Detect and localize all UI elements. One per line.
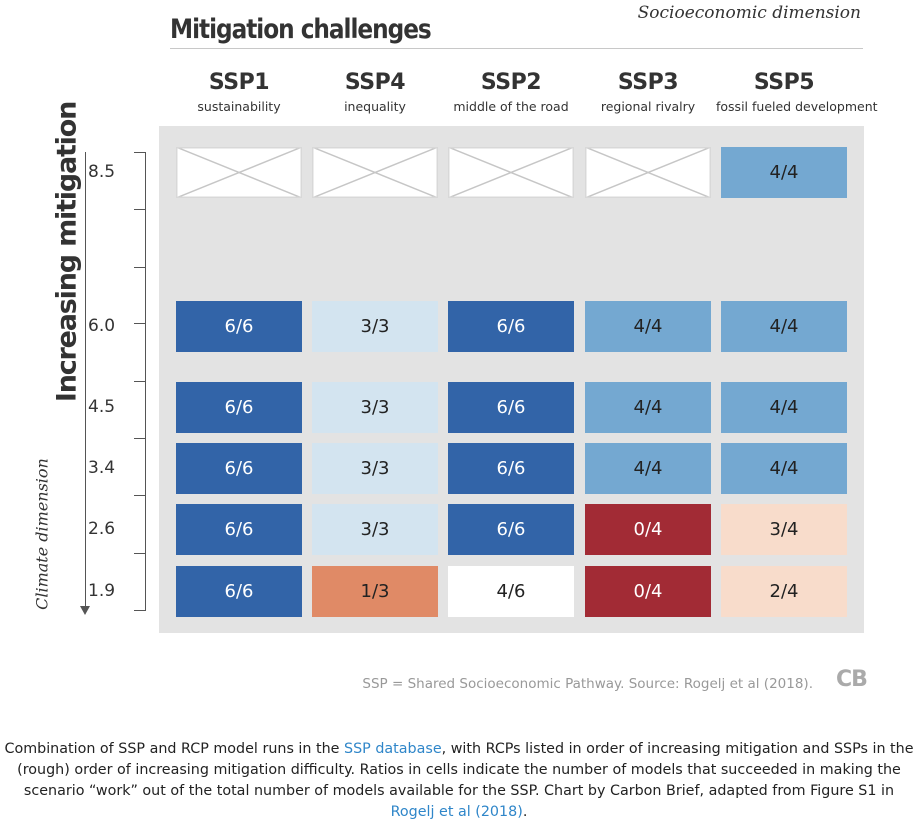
data-cell: 4/4 — [585, 443, 711, 494]
data-cell: 4/4 — [721, 443, 847, 494]
column-header-ssp1: SSP1 sustainability — [171, 70, 307, 116]
chart-title: Mitigation challenges — [170, 14, 432, 45]
grid-panel — [159, 126, 864, 633]
rcp-label: 2.6 — [88, 518, 116, 539]
data-cell: 6/6 — [176, 301, 302, 352]
column-header-ssp5: SSP5 fossil fueled development — [716, 70, 878, 116]
data-cell: 1/3 — [312, 566, 438, 617]
source-note: SSP = Shared Socioeconomic Pathway. Sour… — [362, 676, 813, 692]
no-data-cell — [585, 147, 711, 198]
column-ssp-label: SSP4 — [344, 70, 406, 95]
data-cell: 3/3 — [312, 301, 438, 352]
data-cell: 6/6 — [176, 443, 302, 494]
column-subtitle: middle of the road — [453, 99, 569, 114]
data-cell: 3/3 — [312, 443, 438, 494]
column-header-ssp4: SSP4 inequality — [307, 70, 443, 116]
data-cell: 6/6 — [176, 382, 302, 433]
ssp-database-link[interactable]: SSP database — [344, 741, 442, 757]
axis-tick — [134, 610, 146, 611]
data-cell: 4/4 — [585, 301, 711, 352]
column-ssp-label: SSP5 — [753, 70, 815, 95]
data-cell: 6/6 — [176, 566, 302, 617]
axis-tick — [134, 553, 146, 554]
axis-tick — [134, 495, 146, 496]
data-cell: 0/4 — [585, 566, 711, 617]
no-data-cell — [176, 147, 302, 198]
caption-text-1: Combination of SSP and RCP model runs in… — [4, 741, 345, 757]
increasing-mitigation-label: Increasing mitigation — [51, 101, 83, 403]
column-header-ssp2: SSP2 middle of the road — [443, 70, 579, 116]
axis-tick — [134, 323, 146, 324]
socioeconomic-dimension-label: Socioeconomic dimension — [637, 3, 861, 23]
data-cell: 6/6 — [176, 504, 302, 555]
column-subtitle: inequality — [344, 99, 406, 114]
caption-text-2: , with RCPs listed in order of increasin… — [17, 741, 914, 799]
data-cell: 4/4 — [585, 382, 711, 433]
data-cell: 4/4 — [721, 301, 847, 352]
data-cell: 6/6 — [448, 382, 574, 433]
data-cell: 4/4 — [721, 382, 847, 433]
rcp-label: 8.5 — [88, 161, 116, 182]
no-data-cell — [312, 147, 438, 198]
axis-tick — [134, 381, 146, 382]
data-cell: 6/6 — [448, 301, 574, 352]
column-subtitle: regional rivalry — [600, 99, 696, 114]
data-cell: 4/4 — [721, 147, 847, 198]
data-cell: 4/6 — [448, 566, 574, 617]
axis-tick — [134, 438, 146, 439]
rcp-label: 6.0 — [88, 315, 116, 336]
data-cell: 6/6 — [448, 443, 574, 494]
rogelj-link[interactable]: Rogelj et al (2018) — [390, 804, 523, 820]
title-divider — [170, 48, 863, 49]
data-cell: 3/3 — [312, 504, 438, 555]
column-header-ssp3: SSP3 regional rivalry — [580, 70, 716, 116]
data-cell: 6/6 — [448, 504, 574, 555]
no-data-cell — [448, 147, 574, 198]
column-ssp-label: SSP1 — [208, 70, 270, 95]
climate-dimension-label: Climate dimension — [32, 458, 52, 610]
rcp-label: 3.4 — [88, 457, 116, 478]
axis-tick — [134, 209, 146, 210]
figure-caption: Combination of SSP and RCP model runs in… — [0, 739, 918, 823]
column-ssp-label: SSP3 — [617, 70, 679, 95]
caption-text-3: . — [522, 804, 528, 820]
column-subtitle: sustainability — [197, 99, 281, 114]
data-cell: 3/3 — [312, 382, 438, 433]
data-cell: 2/4 — [721, 566, 847, 617]
column-ssp-label: SSP2 — [480, 70, 542, 95]
rcp-label: 4.5 — [88, 396, 116, 417]
data-cell: 3/4 — [721, 504, 847, 555]
axis-tick — [134, 267, 146, 268]
axis-tick — [134, 152, 146, 153]
data-cell: 0/4 — [585, 504, 711, 555]
mitigation-arrow-head — [80, 606, 90, 615]
column-subtitle: fossil fueled development — [716, 99, 878, 114]
carbon-brief-logo: CB — [836, 667, 868, 692]
rcp-label: 1.9 — [88, 580, 116, 601]
mitigation-arrow-line — [85, 152, 86, 610]
